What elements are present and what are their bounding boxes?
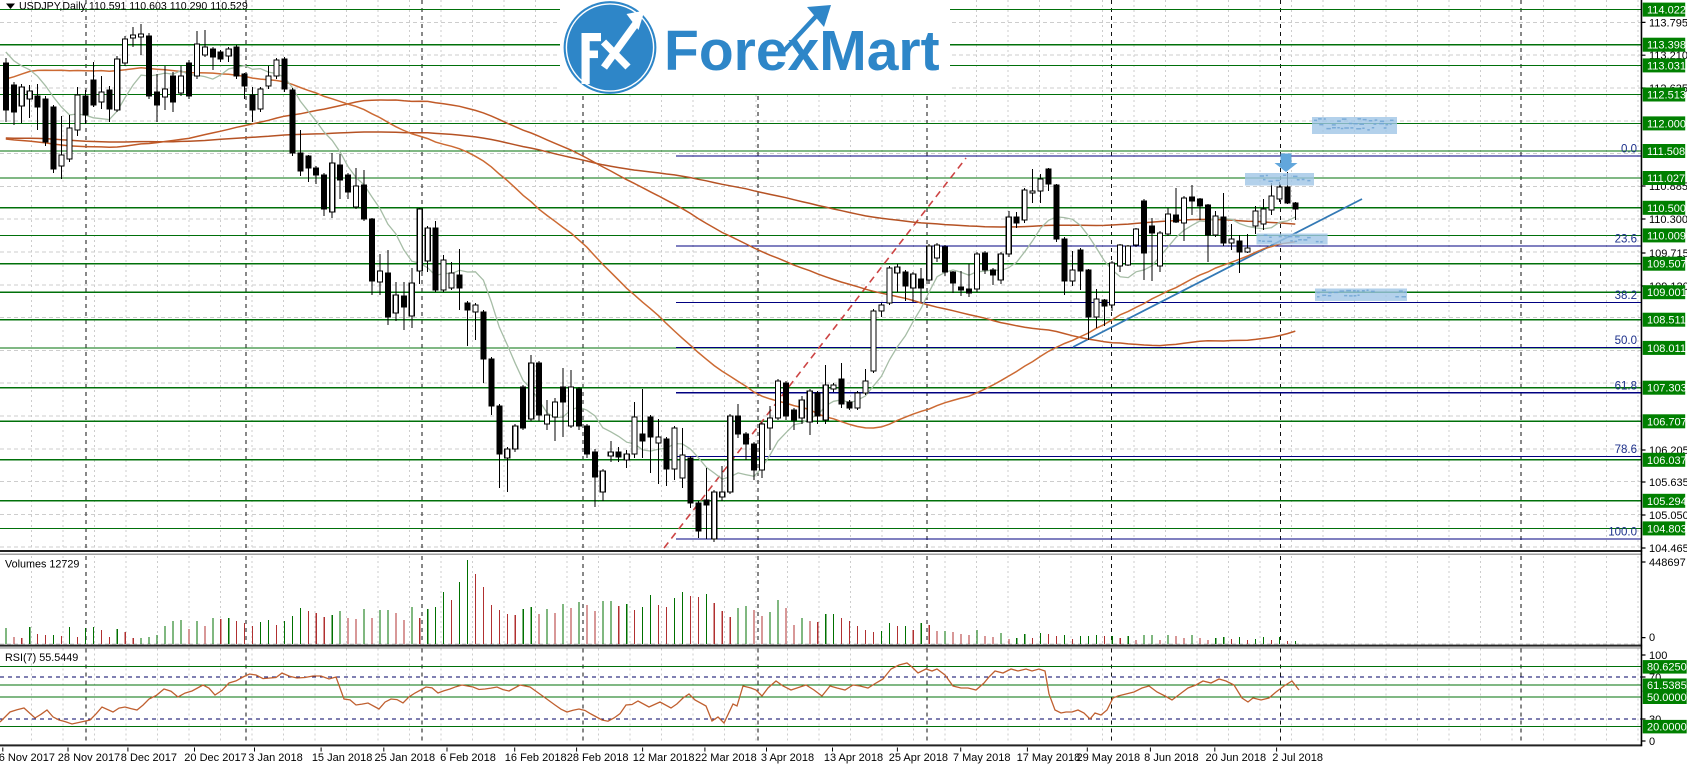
- svg-text:113.031: 113.031: [1647, 60, 1686, 72]
- svg-text:106.037: 106.037: [1647, 455, 1687, 467]
- svg-text:61.5385: 61.5385: [1647, 680, 1687, 692]
- svg-text:20 Dec 2017: 20 Dec 2017: [184, 752, 246, 764]
- svg-text:104.465: 104.465: [1649, 543, 1687, 555]
- svg-text:23.6: 23.6: [1615, 234, 1637, 246]
- svg-text:25 Jan 2018: 25 Jan 2018: [375, 752, 436, 764]
- svg-text:109.001: 109.001: [1647, 287, 1687, 299]
- svg-text:RSI(7) 55.5449: RSI(7) 55.5449: [5, 652, 78, 664]
- svg-text:13 Apr 2018: 13 Apr 2018: [824, 752, 883, 764]
- svg-text:22 Mar 2018: 22 Mar 2018: [695, 752, 757, 764]
- svg-text:80.6250: 80.6250: [1647, 662, 1687, 674]
- svg-text:2 Jul 2018: 2 Jul 2018: [1272, 752, 1323, 764]
- svg-text:105.050: 105.050: [1649, 510, 1687, 522]
- svg-text:61.8: 61.8: [1615, 380, 1637, 392]
- svg-text:109.507: 109.507: [1647, 259, 1687, 271]
- svg-text:8 Dec 2017: 8 Dec 2017: [121, 752, 177, 764]
- svg-text:105.294: 105.294: [1647, 496, 1687, 508]
- svg-text:111.027: 111.027: [1647, 173, 1685, 185]
- svg-text:29 May 2018: 29 May 2018: [1076, 752, 1140, 764]
- svg-text:15 Jan 2018: 15 Jan 2018: [312, 752, 373, 764]
- svg-text:111.508: 111.508: [1647, 146, 1685, 158]
- svg-text:50.0: 50.0: [1615, 335, 1637, 347]
- svg-text:112.513: 112.513: [1647, 90, 1686, 102]
- svg-text:20.0000: 20.0000: [1647, 721, 1687, 733]
- svg-text:20 Jun 2018: 20 Jun 2018: [1206, 752, 1267, 764]
- svg-text:7 May 2018: 7 May 2018: [953, 752, 1010, 764]
- svg-text:100: 100: [1649, 650, 1667, 662]
- svg-text:78.6: 78.6: [1615, 444, 1637, 456]
- svg-text:113.398: 113.398: [1647, 40, 1686, 52]
- svg-text:Volumes 12729: Volumes 12729: [5, 559, 79, 571]
- svg-text:107.303: 107.303: [1647, 383, 1687, 395]
- svg-text:12 Mar 2018: 12 Mar 2018: [633, 752, 695, 764]
- svg-text:104.803: 104.803: [1647, 523, 1687, 535]
- svg-text:28 Feb 2018: 28 Feb 2018: [567, 752, 629, 764]
- svg-text:448697: 448697: [1649, 557, 1686, 569]
- svg-text:16 Feb 2018: 16 Feb 2018: [505, 752, 567, 764]
- svg-text:106.707: 106.707: [1647, 416, 1687, 428]
- svg-text:17 May 2018: 17 May 2018: [1017, 752, 1081, 764]
- svg-text:0: 0: [1649, 736, 1655, 748]
- svg-text:3 Apr 2018: 3 Apr 2018: [761, 752, 814, 764]
- svg-text:108.511: 108.511: [1647, 315, 1686, 327]
- svg-text:110.500: 110.500: [1647, 203, 1686, 215]
- svg-text:38.2: 38.2: [1615, 290, 1637, 302]
- svg-text:110.009: 110.009: [1647, 230, 1686, 242]
- svg-text:25 Apr 2018: 25 Apr 2018: [889, 752, 948, 764]
- svg-text:100.0: 100.0: [1608, 527, 1637, 539]
- svg-text:113.795: 113.795: [1649, 17, 1687, 29]
- svg-text:16 Nov 2017: 16 Nov 2017: [0, 752, 55, 764]
- svg-text:50.0000: 50.0000: [1647, 692, 1687, 704]
- svg-text:0.0: 0.0: [1621, 144, 1637, 156]
- svg-text:108.011: 108.011: [1647, 343, 1686, 355]
- svg-text:112.000: 112.000: [1647, 118, 1686, 130]
- svg-text:USDJPY,Daily 110.591 110.603: USDJPY,Daily 110.591 110.603 110.290 110…: [19, 1, 248, 13]
- svg-text:0: 0: [1649, 632, 1655, 644]
- svg-text:110.300: 110.300: [1649, 214, 1687, 226]
- svg-text:105.635: 105.635: [1649, 477, 1687, 489]
- svg-text:28 Nov 2017: 28 Nov 2017: [58, 752, 120, 764]
- svg-text:6 Feb 2018: 6 Feb 2018: [440, 752, 496, 764]
- svg-text:3 Jan 2018: 3 Jan 2018: [248, 752, 302, 764]
- svg-text:114.022: 114.022: [1647, 5, 1686, 17]
- svg-text:8 Jun 2018: 8 Jun 2018: [1144, 752, 1198, 764]
